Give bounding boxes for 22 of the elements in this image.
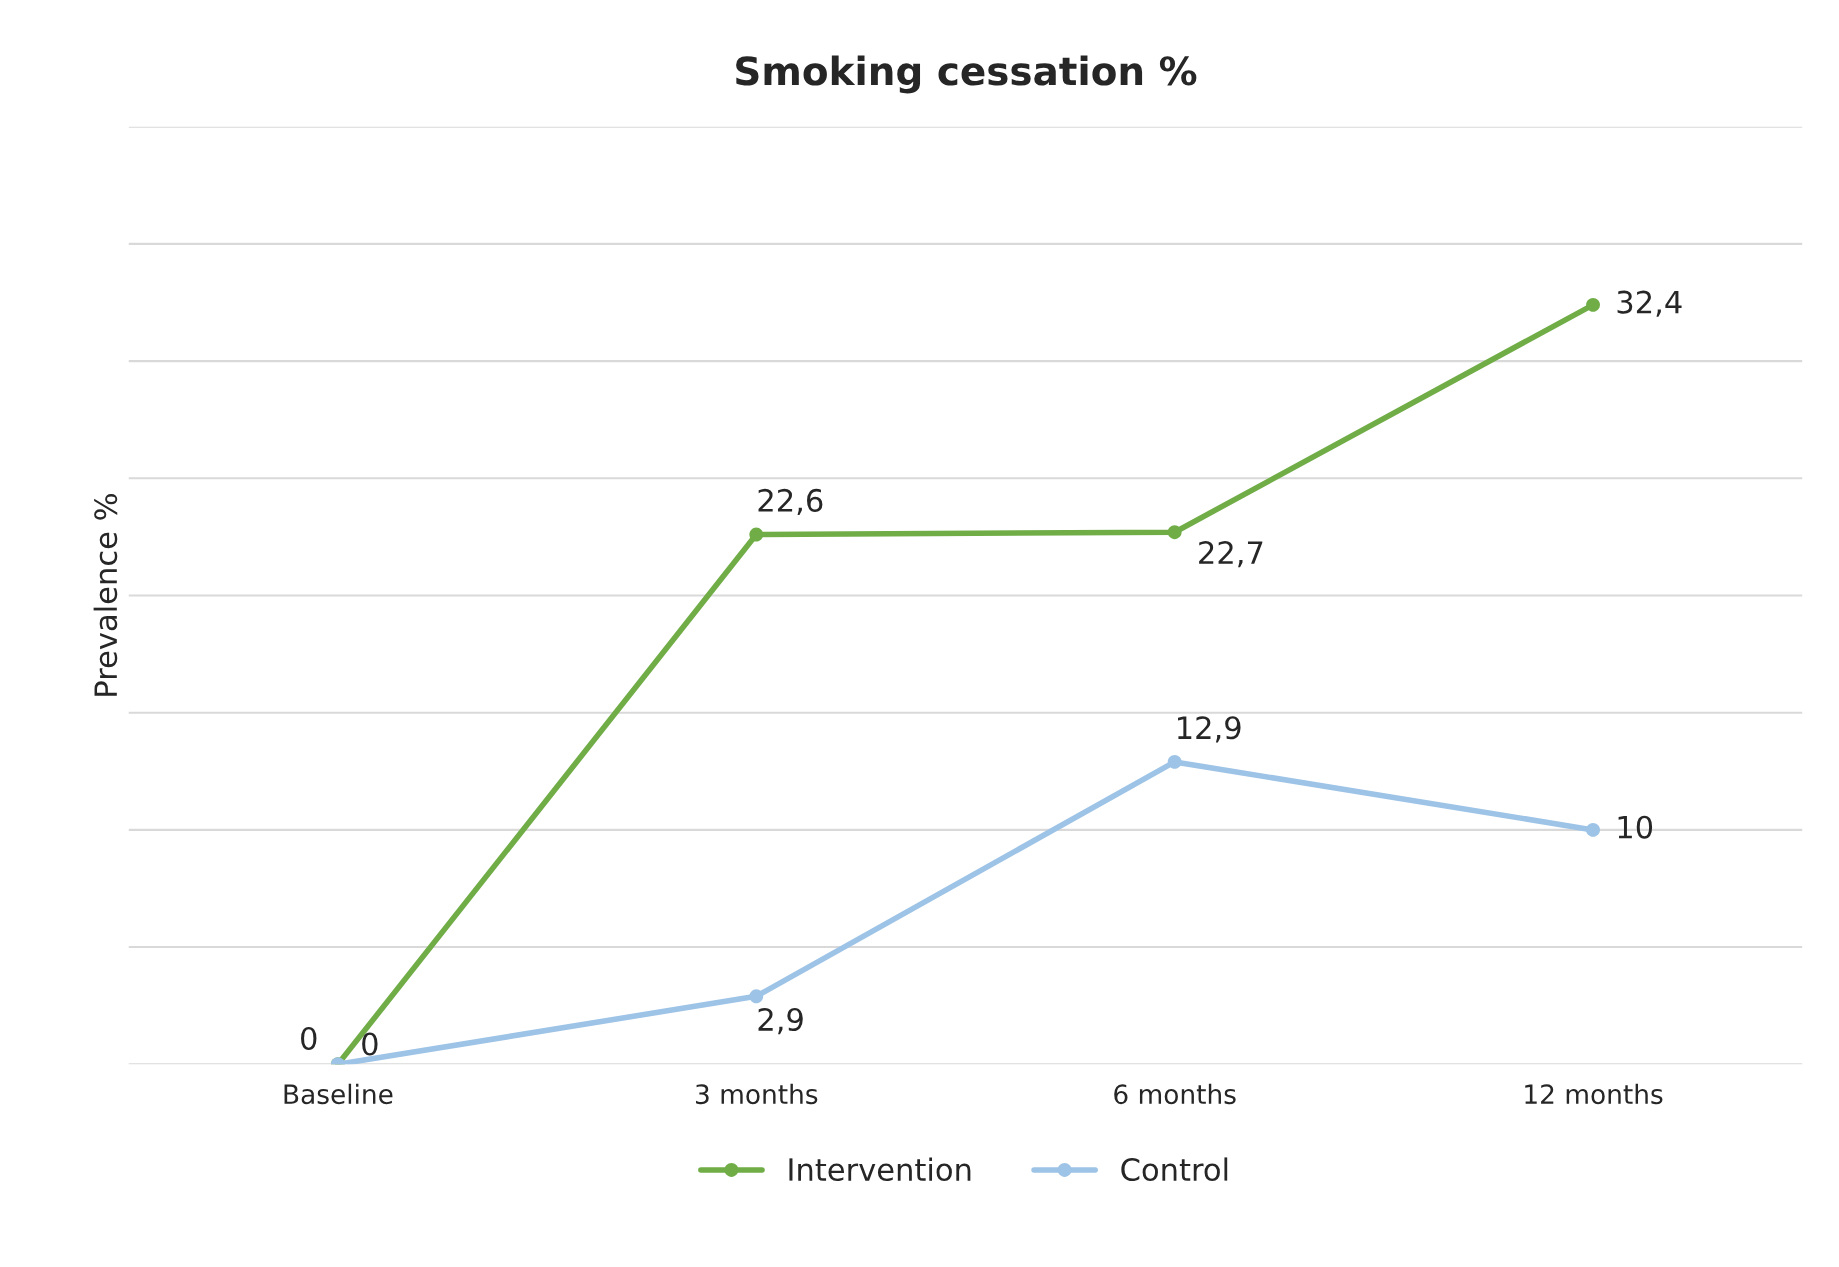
point [1167,754,1182,769]
point [1586,297,1600,312]
data-label: 10 [1618,815,1653,839]
x-tick-label: Baseline [284,1083,393,1105]
data-label: 0 [301,1026,317,1051]
chart-title: Smoking cessation % [736,55,1197,94]
y-axis-title: Prevalence % [93,493,118,696]
point [749,527,764,542]
point [1586,822,1600,837]
x-tick-label: 12 months [1525,1083,1663,1105]
data-label: 12,9 [1178,716,1241,743]
data-label: 32,4 [1617,290,1682,317]
data-label: 22,7 [1199,541,1263,568]
data-label: 0 [362,1032,378,1056]
point [1167,525,1182,540]
legend-label: Intervention [789,1157,971,1182]
data-label: 2,9 [758,1007,803,1035]
x-tick-label: 3 months [696,1083,818,1105]
point [749,989,764,1004]
x-tick-label: 6 months [1114,1083,1236,1105]
data-label: 22,6 [758,488,823,516]
legend-label: Control [1121,1157,1228,1182]
